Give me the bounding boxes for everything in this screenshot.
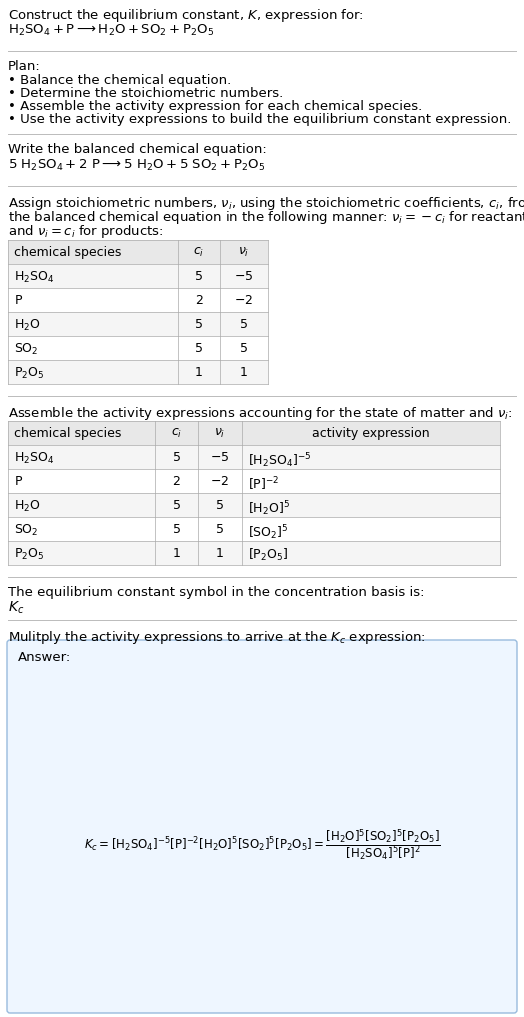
Text: Construct the equilibrium constant, $K$, expression for:: Construct the equilibrium constant, $K$,… xyxy=(8,7,364,24)
Text: $[\mathrm{H_2O}]^5$: $[\mathrm{H_2O}]^5$ xyxy=(248,499,290,518)
Text: 1: 1 xyxy=(216,547,224,560)
Bar xyxy=(8,493,500,517)
Text: 5: 5 xyxy=(195,318,203,331)
Bar xyxy=(8,445,500,469)
Text: $\mathrm{H_2O}$: $\mathrm{H_2O}$ xyxy=(14,499,40,515)
Text: 2: 2 xyxy=(195,294,203,307)
Text: 5: 5 xyxy=(195,342,203,355)
Text: 5: 5 xyxy=(240,318,248,331)
Text: $\mathrm{P_2O_5}$: $\mathrm{P_2O_5}$ xyxy=(14,547,45,562)
Text: $\mathrm{H_2O}$: $\mathrm{H_2O}$ xyxy=(14,318,40,334)
Text: $-2$: $-2$ xyxy=(234,294,254,307)
Text: 5: 5 xyxy=(216,499,224,512)
Text: $\mathrm{P_2O_5}$: $\mathrm{P_2O_5}$ xyxy=(14,366,45,381)
Bar xyxy=(8,541,500,565)
Text: $\nu_i$: $\nu_i$ xyxy=(214,427,226,440)
Text: 1: 1 xyxy=(195,366,203,379)
Text: Mulitply the activity expressions to arrive at the $K_c$ expression:: Mulitply the activity expressions to arr… xyxy=(8,629,426,646)
Text: 2: 2 xyxy=(172,475,180,488)
Bar xyxy=(8,469,500,493)
Text: the balanced chemical equation in the following manner: $\nu_i = -c_i$ for react: the balanced chemical equation in the fo… xyxy=(8,210,524,226)
Text: $\mathrm{H_2SO_4}$: $\mathrm{H_2SO_4}$ xyxy=(14,270,54,285)
Bar xyxy=(8,264,268,288)
Text: $[\mathrm{P_2O_5}]$: $[\mathrm{P_2O_5}]$ xyxy=(248,547,288,563)
Text: $\mathrm{H_2SO_4}$: $\mathrm{H_2SO_4}$ xyxy=(14,451,54,466)
Text: 5: 5 xyxy=(172,499,180,512)
Bar xyxy=(8,336,268,360)
Text: 5: 5 xyxy=(216,523,224,536)
Bar xyxy=(8,288,268,312)
Bar xyxy=(8,360,268,384)
Text: $\mathrm{SO_2}$: $\mathrm{SO_2}$ xyxy=(14,523,38,538)
Bar xyxy=(8,517,500,541)
Text: 5: 5 xyxy=(172,451,180,464)
Text: $\mathrm{H_2SO_4 + P \longrightarrow H_2O + SO_2 + P_2O_5}$: $\mathrm{H_2SO_4 + P \longrightarrow H_2… xyxy=(8,23,214,38)
Text: $\mathrm{P}$: $\mathrm{P}$ xyxy=(14,294,23,307)
Text: $c_i$: $c_i$ xyxy=(193,246,205,259)
Text: $[\mathrm{SO_2}]^5$: $[\mathrm{SO_2}]^5$ xyxy=(248,523,289,542)
Text: $c_i$: $c_i$ xyxy=(171,427,182,440)
Text: 5: 5 xyxy=(172,523,180,536)
Text: and $\nu_i = c_i$ for products:: and $\nu_i = c_i$ for products: xyxy=(8,223,163,240)
Text: $-5$: $-5$ xyxy=(210,451,230,464)
Text: Write the balanced chemical equation:: Write the balanced chemical equation: xyxy=(8,143,267,156)
Text: 5: 5 xyxy=(195,270,203,283)
Text: $[\mathrm{P}]^{-2}$: $[\mathrm{P}]^{-2}$ xyxy=(248,475,279,492)
Text: Answer:: Answer: xyxy=(18,651,71,664)
Text: chemical species: chemical species xyxy=(14,246,122,259)
Bar xyxy=(8,312,268,336)
FancyBboxPatch shape xyxy=(7,640,517,1013)
Text: The equilibrium constant symbol in the concentration basis is:: The equilibrium constant symbol in the c… xyxy=(8,586,424,599)
Text: Plan:: Plan: xyxy=(8,60,41,73)
Text: • Balance the chemical equation.: • Balance the chemical equation. xyxy=(8,74,231,87)
Text: $K_c$: $K_c$ xyxy=(8,600,24,616)
Text: 1: 1 xyxy=(172,547,180,560)
Text: activity expression: activity expression xyxy=(312,427,430,440)
Text: $[\mathrm{H_2SO_4}]^{-5}$: $[\mathrm{H_2SO_4}]^{-5}$ xyxy=(248,451,311,470)
Text: $-5$: $-5$ xyxy=(234,270,254,283)
Text: • Assemble the activity expression for each chemical species.: • Assemble the activity expression for e… xyxy=(8,100,422,113)
Text: $-2$: $-2$ xyxy=(211,475,230,488)
Text: $\mathrm{P}$: $\mathrm{P}$ xyxy=(14,475,23,488)
Text: chemical species: chemical species xyxy=(14,427,122,440)
Text: • Use the activity expressions to build the equilibrium constant expression.: • Use the activity expressions to build … xyxy=(8,113,511,126)
Text: 5: 5 xyxy=(240,342,248,355)
Text: 1: 1 xyxy=(240,366,248,379)
Text: • Determine the stoichiometric numbers.: • Determine the stoichiometric numbers. xyxy=(8,87,283,100)
Text: $K_c = [\mathrm{H_2SO_4}]^{-5}[\mathrm{P}]^{-2}[\mathrm{H_2O}]^5[\mathrm{SO_2}]^: $K_c = [\mathrm{H_2SO_4}]^{-5}[\mathrm{P… xyxy=(84,827,440,862)
Bar xyxy=(8,421,500,445)
Text: Assemble the activity expressions accounting for the state of matter and $\nu_i$: Assemble the activity expressions accoun… xyxy=(8,405,512,422)
Bar xyxy=(8,240,268,264)
Text: $\mathrm{SO_2}$: $\mathrm{SO_2}$ xyxy=(14,342,38,357)
Text: $\nu_i$: $\nu_i$ xyxy=(238,246,250,259)
Text: Assign stoichiometric numbers, $\nu_i$, using the stoichiometric coefficients, $: Assign stoichiometric numbers, $\nu_i$, … xyxy=(8,195,524,212)
Text: $\mathrm{5\ H_2SO_4 + 2\ P \longrightarrow 5\ H_2O + 5\ SO_2 + P_2O_5}$: $\mathrm{5\ H_2SO_4 + 2\ P \longrightarr… xyxy=(8,158,265,173)
